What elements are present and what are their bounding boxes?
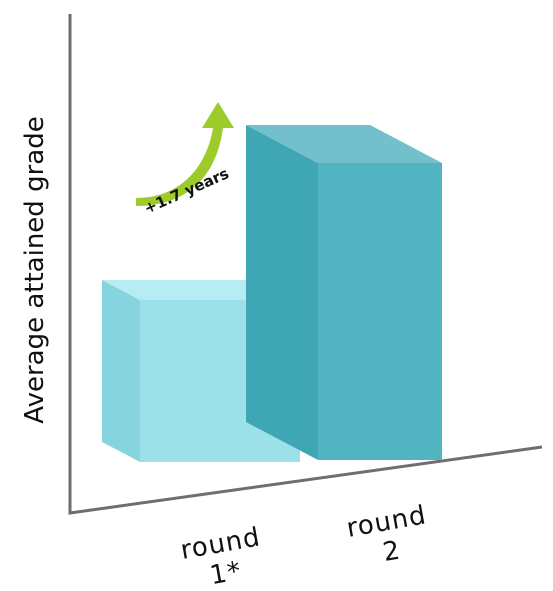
bar-2-side	[246, 125, 318, 460]
category-label-1: round1*	[178, 522, 268, 591]
bar-2-top	[246, 125, 442, 163]
chart-axes	[68, 14, 543, 515]
category-labels: round1* round2	[178, 500, 434, 591]
bar-1-side	[102, 280, 140, 462]
bar-2	[246, 125, 442, 460]
bar-2-front	[318, 163, 442, 460]
y-axis-label: Average attained grade	[20, 116, 50, 423]
annotation-text: +1.7 years	[141, 164, 231, 217]
bars-group	[102, 125, 442, 462]
growth-arrow-icon	[136, 102, 234, 206]
category-label-2: round2	[344, 500, 434, 573]
